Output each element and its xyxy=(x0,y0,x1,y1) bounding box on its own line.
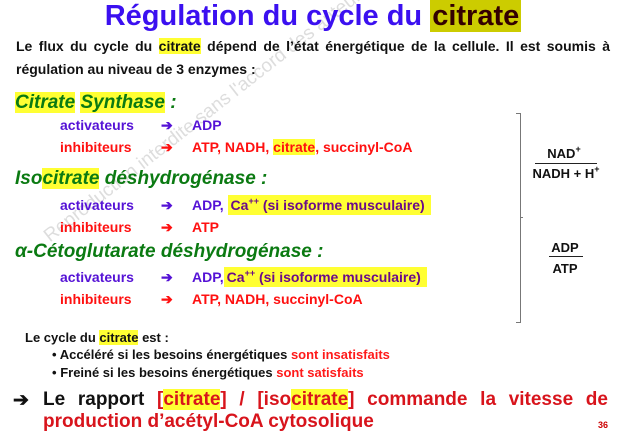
activators-label: activateurs xyxy=(60,197,134,213)
ratio-adp-numerator: ADP xyxy=(551,240,579,255)
right-arrow-icon: ➔ xyxy=(161,219,173,235)
bracket-tick xyxy=(521,217,523,218)
activators-label: activateurs xyxy=(60,117,134,133)
right-arrow-icon: ➔ xyxy=(161,117,173,133)
right-arrow-icon: ➔ xyxy=(13,390,29,411)
bracket-tick xyxy=(516,322,521,323)
enzyme-isocitrate-dehydrogenase: Isocitrate déshydrogénase : xyxy=(15,168,268,189)
bracket xyxy=(520,113,521,323)
activators-label: activateurs xyxy=(60,269,134,285)
page-title: Régulation du cycle du citrate xyxy=(104,0,522,32)
activators-value: ADP xyxy=(192,117,222,133)
right-arrow-icon: ➔ xyxy=(161,139,173,155)
inhibitors-value: ATP xyxy=(192,219,219,235)
conclusion-line-1: Le rapport [citrate] / [isocitrate] comm… xyxy=(43,389,608,410)
list-item: • Accéléré si les besoins énergétiques s… xyxy=(52,347,390,362)
ratio-atp-denominator: ATP xyxy=(552,261,578,276)
right-arrow-icon: ➔ xyxy=(161,269,173,285)
inhibitors-value: ATP, NADH, succinyl-CoA xyxy=(192,291,363,307)
right-arrow-icon: ➔ xyxy=(161,291,173,307)
title-highlight: citrate xyxy=(430,0,522,32)
inhibitors-label: inhibiteurs xyxy=(60,219,132,235)
activators-value: ADP, Ca++ (si isoforme musculaire) xyxy=(192,267,427,287)
list-item: • Freiné si les besoins énergétiques son… xyxy=(52,365,364,380)
inhibitors-value: ATP, NADH, citrate, succinyl-CoA xyxy=(192,139,413,155)
right-arrow-icon: ➔ xyxy=(161,197,173,213)
cycle-intro: Le cycle du citrate est : xyxy=(25,330,169,345)
inhibitors-label: inhibiteurs xyxy=(60,139,132,155)
inhibitors-label: inhibiteurs xyxy=(60,291,132,307)
enzyme-citrate-synthase: Citrate Synthase : xyxy=(15,92,177,113)
enzyme-alpha-ketoglutarate-dehydrogenase: α-Cétoglutarate déshydrogénase : xyxy=(15,241,324,262)
page-number: 36 xyxy=(598,420,609,430)
bracket-tick xyxy=(516,113,521,114)
ratio-nad-numerator: NAD+ xyxy=(547,144,581,162)
fraction-line xyxy=(535,163,597,164)
intro-line-1: Le flux du cycle du citrate dépend de l’… xyxy=(16,38,610,54)
intro-line-2: régulation au niveau de 3 enzymes : xyxy=(16,61,256,77)
fraction-line xyxy=(549,256,583,257)
ratio-nadh-denominator: NADH + H+ xyxy=(532,164,600,182)
activators-value: ADP, Ca++ (si isoforme musculaire) xyxy=(192,195,431,215)
conclusion-line-2: production d’acétyl-CoA cytosolique xyxy=(43,411,374,432)
